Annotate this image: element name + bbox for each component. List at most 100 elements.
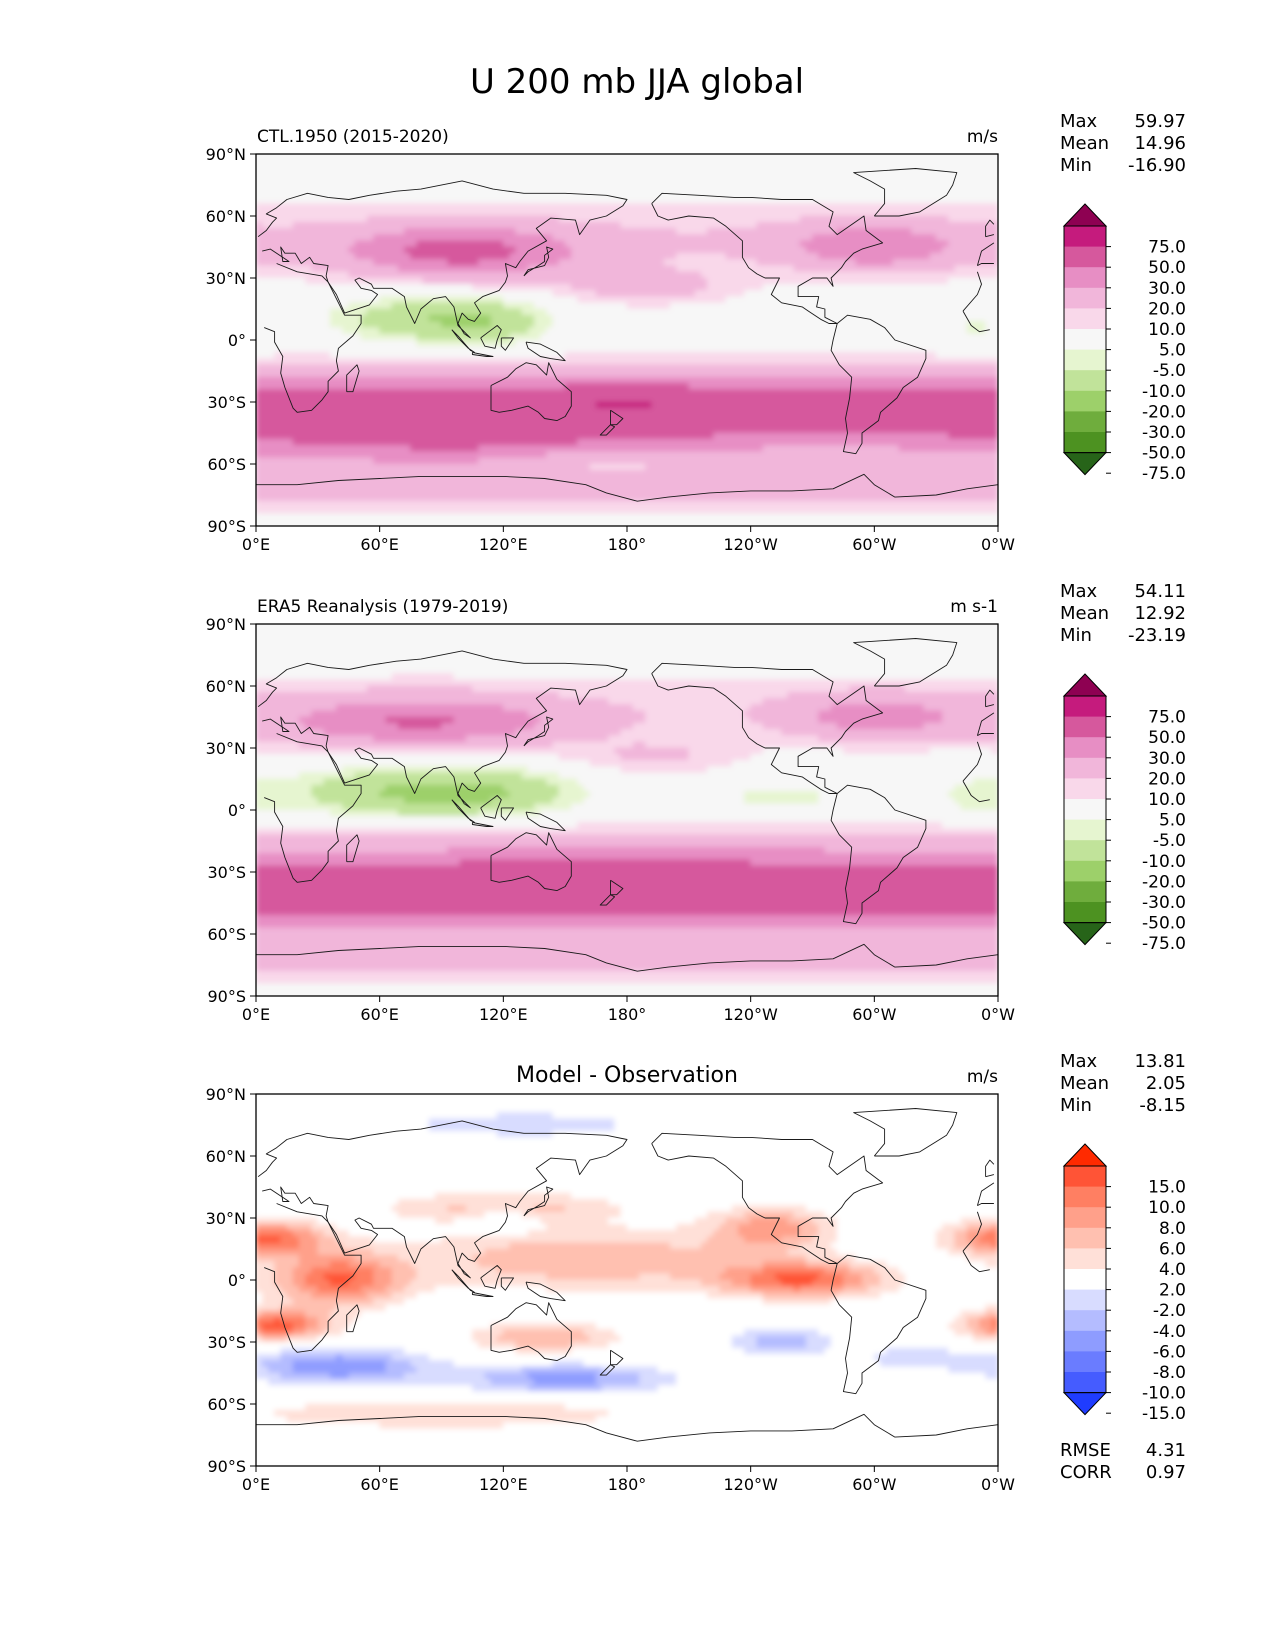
colorbar-tick-label: -2.0 [1153,1301,1186,1321]
colorbar-tick-label: 50.0 [1148,258,1186,278]
colorbar-segment [1064,246,1106,268]
coastline-segment [471,351,494,357]
lon-tick-label: 0°E [242,535,270,554]
coastline-segment [264,263,990,413]
stat-value: -16.90 [1128,155,1186,176]
lat-tick-label: 30°N [206,269,246,288]
lon-tick-label: 60°E [360,535,398,554]
stats-box: Max 13.81 Mean 2.05 Min -8.15 RMSE 4.31 CORR 0.97 [1060,1051,1186,1483]
colorbar-segment [1064,308,1106,330]
stat-label: Max [1060,1051,1098,1072]
lon-tick-label: 120°E [479,1005,528,1024]
lat-tick-label: 0° [228,801,246,820]
coastline-segment [256,1413,998,1442]
units-label: m s-1 [950,597,998,617]
stat-value: 12.92 [1134,603,1186,624]
lat-tick-label: 0° [228,331,246,350]
stat-value: 4.31 [1146,1440,1186,1461]
units-label: m/s [967,1067,998,1087]
colorbar-tick-label: -75.0 [1142,464,1186,484]
coastline-segment [256,943,998,972]
coastlines [256,1108,998,1442]
map-field [255,153,999,527]
colorbar-tick-label: 5.0 [1159,341,1186,361]
lat-tick-label: 60°N [206,207,246,226]
coastline-segment [480,795,502,819]
coastline-segment [985,219,995,238]
colorbar-segment [1064,226,1106,247]
coastline-segment [523,1186,554,1217]
coastline-segment [985,689,995,708]
colorbar-tick-label: -50.0 [1142,444,1186,464]
colorbar-segment [1064,799,1106,820]
colorbar-extend-max [1062,1143,1108,1167]
colorbar-tick-label: -20.0 [1142,872,1186,892]
colorbar-tick-label: -75.0 [1142,934,1186,954]
lon-tick-label: 180° [608,535,647,554]
coastline-segment [651,662,884,794]
lon-tick-label: 120°W [723,1005,778,1024]
lat-tick-label: 60°S [207,455,246,474]
colorbar-segment [1064,1248,1106,1270]
lon-tick-label: 60°E [360,1475,398,1494]
coastline-segment [490,1302,572,1362]
lat-tick-label: 0° [228,1271,246,1290]
colorbar-tick-label: -50.0 [1142,914,1186,934]
coastline-segment [346,1304,360,1333]
colorbar-tick-label: -5.0 [1153,361,1186,381]
colorbar: 75.050.030.020.010.05.0-5.0-10.0-20.0-30… [1062,673,1186,954]
colorbar-tick-label: 6.0 [1159,1239,1186,1259]
panel-1: CTL.1950 (2015-2020) m/s 90°N 60°N 30°N 0° 30°… [206,111,1186,554]
coastline-segment [610,879,624,896]
lon-tick-label: 0°W [981,1005,1015,1024]
colorbar-segment [1064,1330,1106,1352]
colorbar-tick-label: -15.0 [1142,1404,1186,1424]
lon-tick-label: 120°E [479,1475,528,1494]
lon-tick-label: 0°E [242,1005,270,1024]
colorbar-tick-label: 30.0 [1148,279,1186,299]
stat-value: 54.11 [1134,581,1186,602]
stat-label: Min [1060,1095,1092,1116]
lon-tick-label: 60°E [360,1005,398,1024]
coastline-segment [610,409,624,426]
stat-value: -23.19 [1128,625,1186,646]
lat-tick-label: 90°S [207,517,246,536]
lon-tick-label: 60°W [852,1005,896,1024]
colorbar-segment [1064,267,1106,289]
colorbar-segment [1064,1372,1106,1393]
colorbar-tick-label: 5.0 [1159,811,1186,831]
lon-tick-label: 0°W [981,535,1015,554]
lon-tick-label: 120°W [723,535,778,554]
lat-tick-label: 90°S [207,1457,246,1476]
colorbar-segment [1064,411,1106,433]
lon-tick-label: 0°W [981,1475,1015,1494]
coastline-segment [651,1132,884,1264]
stat-value: 13.81 [1134,1051,1186,1072]
colorbar-segment [1064,902,1106,923]
colorbar-tick-label: -4.0 [1153,1322,1186,1342]
colorbar-tick-label: 2.0 [1159,1281,1186,1301]
coastlines [256,638,998,972]
lon-tick-label: 120°W [723,1475,778,1494]
stat-value: 0.97 [1146,1462,1186,1483]
coastline-segment [525,341,566,362]
lon-tick-label: 60°W [852,535,896,554]
colorbar-segment [1064,287,1106,309]
panel-title: Model - Observation [516,1063,738,1088]
colorbar-tick-label: -6.0 [1153,1342,1186,1362]
coastline-segment [853,1108,958,1157]
colorbar-segment [1064,349,1106,371]
coastline-segment [853,638,958,687]
colorbar-segment [1064,696,1106,717]
coastline-segment [830,1254,927,1395]
stat-label: Mean [1060,603,1109,624]
stats-box: Max 59.97 Mean 14.96 Min -16.90 [1060,111,1186,176]
colorbar-segment [1064,737,1106,759]
colorbar-segment [1064,1207,1106,1229]
coastline-segment [346,364,360,393]
stat-value: -8.15 [1139,1095,1186,1116]
colorbar-tick-label: 8.0 [1159,1219,1186,1239]
colorbar-tick-label: 10.0 [1148,1198,1186,1218]
colorbar-segment [1064,1351,1106,1373]
